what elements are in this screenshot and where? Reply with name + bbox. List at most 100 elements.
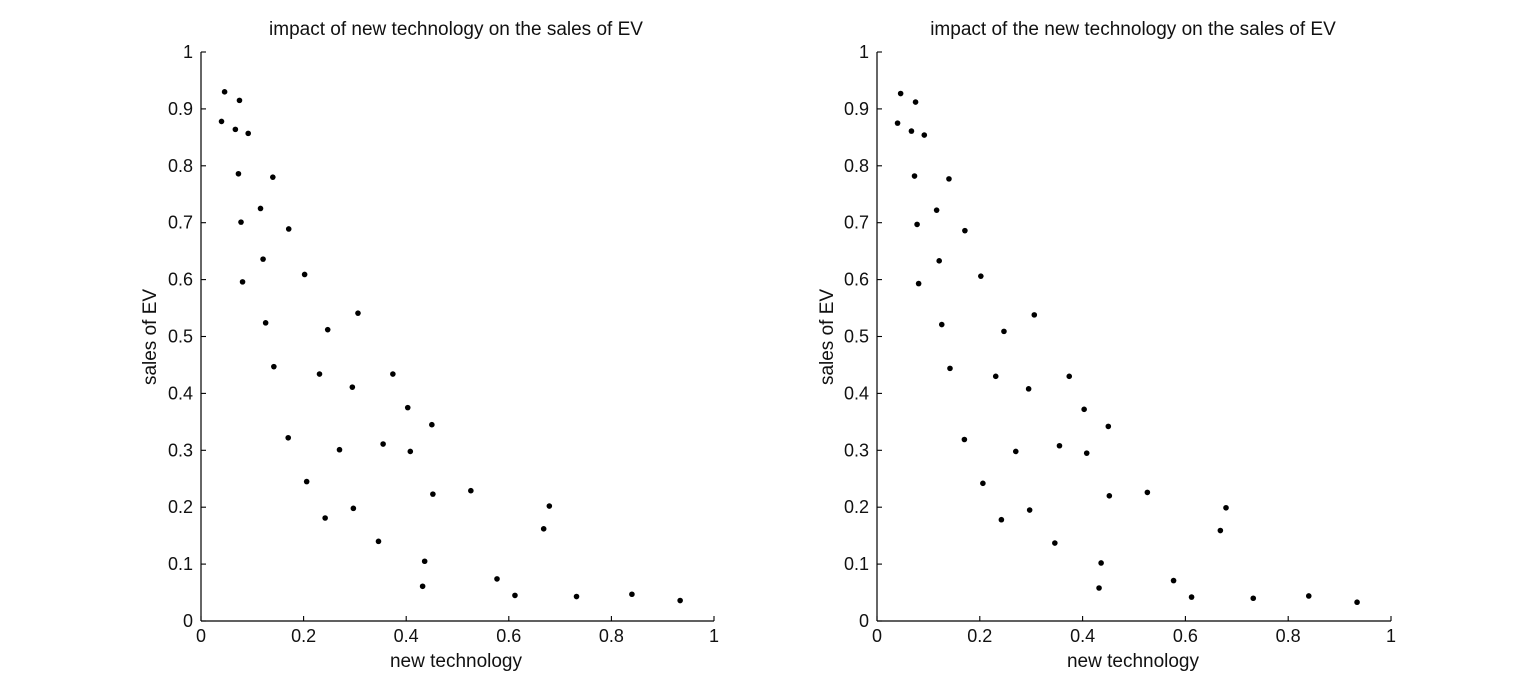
data-point <box>978 273 984 279</box>
y-tick-label: 0.4 <box>844 383 869 403</box>
data-point <box>677 597 683 604</box>
data-point <box>894 120 901 126</box>
data-point <box>1098 560 1104 566</box>
x-tick-label: 0 <box>196 626 206 646</box>
data-point <box>1001 328 1007 335</box>
data-point <box>946 176 952 182</box>
x-tick-label: 0.4 <box>1070 626 1095 646</box>
data-point <box>260 256 266 262</box>
data-point <box>257 205 264 212</box>
data-point <box>218 118 225 125</box>
data-point <box>468 487 474 494</box>
data-point <box>546 503 553 509</box>
data-point <box>933 207 940 213</box>
chart-title: impact of new technology on the sales of… <box>269 19 643 40</box>
data-point <box>915 280 922 287</box>
data-point <box>419 583 426 590</box>
data-point <box>1026 507 1033 513</box>
data-point <box>1144 489 1151 496</box>
y-tick-label: 0.4 <box>168 383 193 403</box>
data-point <box>301 271 308 278</box>
data-point <box>573 593 580 600</box>
y-tick-label: 0.5 <box>168 327 193 347</box>
x-tick-label: 0.8 <box>1276 626 1301 646</box>
data-point <box>390 371 396 377</box>
data-point <box>1052 540 1058 546</box>
data-point <box>232 126 239 133</box>
data-point <box>540 526 547 532</box>
data-point <box>912 99 919 105</box>
chart-title: impact of the new technology on the sale… <box>930 19 1336 40</box>
data-point <box>1031 312 1038 318</box>
x-tick-label: 0 <box>872 626 882 646</box>
y-tick-label: 0.7 <box>168 213 193 233</box>
y-tick-label: 0.3 <box>168 440 193 460</box>
data-point <box>1096 585 1102 591</box>
data-point <box>236 97 243 104</box>
data-point <box>421 558 428 565</box>
data-point <box>336 446 343 453</box>
data-point <box>430 491 436 497</box>
data-point <box>407 448 414 455</box>
data-point <box>1305 593 1312 599</box>
data-point <box>936 258 942 264</box>
data-point <box>1066 373 1073 380</box>
data-point <box>998 516 1005 523</box>
data-point <box>429 421 435 428</box>
data-point <box>380 441 386 447</box>
data-point <box>1083 450 1090 456</box>
y-tick-label: 0.5 <box>844 327 869 347</box>
data-point <box>285 226 292 232</box>
y-tick-label: 0.6 <box>168 270 193 290</box>
y-tick-label: 0.2 <box>844 497 869 517</box>
data-point <box>221 89 228 95</box>
y-tick-label: 0.6 <box>844 270 869 290</box>
data-point <box>1354 599 1360 606</box>
right-scatter-chart: impact of the new technology on the sale… <box>817 19 1396 672</box>
data-point <box>947 365 953 372</box>
data-point <box>285 434 292 441</box>
x-tick-label: 0.6 <box>496 626 521 646</box>
y-axis-label: sales of EV <box>140 289 161 385</box>
y-tick-label: 0.9 <box>844 99 869 119</box>
x-axis-label: new technology <box>1067 651 1200 672</box>
x-axis-label: new technology <box>390 651 523 672</box>
data-point <box>239 279 246 285</box>
data-point <box>512 592 518 599</box>
y-tick-label: 0.8 <box>168 156 193 176</box>
data-point <box>1012 448 1019 455</box>
data-point <box>1105 423 1112 430</box>
x-tick-label: 0.6 <box>1173 626 1198 646</box>
data-point <box>629 591 635 598</box>
data-point <box>494 576 500 582</box>
x-tick-label: 0.2 <box>967 626 992 646</box>
data-point <box>914 221 920 228</box>
data-point <box>961 436 968 443</box>
data-point <box>1081 406 1087 413</box>
left-scatter-chart: impact of new technology on the sales of… <box>140 19 719 672</box>
data-point <box>262 320 269 326</box>
y-tick-label: 1 <box>183 42 193 62</box>
y-tick-label: 0.7 <box>844 213 869 233</box>
data-point <box>911 173 918 179</box>
data-point <box>1170 577 1177 584</box>
data-point <box>921 132 928 138</box>
data-point <box>992 373 999 380</box>
x-tick-label: 0.8 <box>599 626 624 646</box>
data-point <box>1106 493 1113 499</box>
data-point <box>235 170 242 177</box>
x-tick-label: 1 <box>709 626 719 646</box>
y-tick-label: 1 <box>859 42 869 62</box>
data-point <box>1056 442 1063 449</box>
y-tick-label: 0 <box>859 611 869 631</box>
data-point <box>962 227 968 234</box>
data-point <box>322 515 328 521</box>
y-axis-label: sales of EV <box>817 289 838 385</box>
x-tick-label: 1 <box>1386 626 1396 646</box>
y-tick-label: 0.1 <box>168 554 193 574</box>
data-point <box>938 321 945 328</box>
x-tick-label: 0.4 <box>394 626 419 646</box>
data-point <box>349 384 356 390</box>
